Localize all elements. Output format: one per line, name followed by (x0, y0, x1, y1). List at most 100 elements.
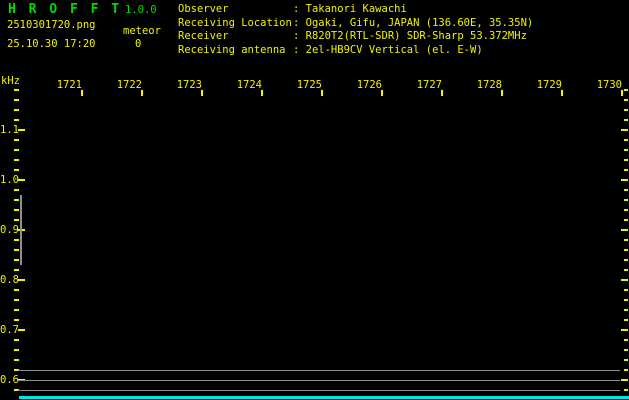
level-grid-line (18, 379, 620, 381)
freq-minor-tick-left (14, 169, 19, 171)
time-axis-tick (261, 90, 263, 96)
time-axis-tick (381, 90, 383, 96)
time-axis-tick (81, 90, 83, 96)
time-axis-label: 1722 (116, 79, 142, 91)
freq-minor-tick-left (14, 369, 19, 371)
freq-minor-tick-right (623, 289, 628, 291)
freq-axis-label: 1.1 (0, 124, 19, 136)
freq-minor-tick-left (14, 119, 19, 121)
freq-minor-tick-right (623, 199, 628, 201)
freq-minor-tick-right (623, 319, 628, 321)
freq-major-tick-right (621, 129, 628, 131)
freq-minor-tick-right (623, 309, 628, 311)
freq-minor-tick-left (14, 219, 19, 221)
freq-minor-tick-left (14, 389, 19, 391)
time-axis-label: 1730 (596, 79, 622, 91)
level-trace-line (19, 396, 629, 399)
freq-minor-tick-left (14, 309, 19, 311)
freq-minor-tick-left (14, 339, 19, 341)
freq-minor-tick-right (623, 259, 628, 261)
freq-minor-tick-right (623, 109, 628, 111)
freq-minor-tick-left (14, 199, 19, 201)
freq-major-tick-left (18, 329, 25, 331)
receiver-info-table: Observer : Takanori Kawachi Receiving Loca… (178, 3, 533, 57)
time-axis-label: 1723 (176, 79, 202, 91)
time-axis-tick (141, 90, 143, 96)
freq-major-tick-right (621, 279, 628, 281)
freq-major-tick-right (621, 179, 628, 181)
echo-count-value: 0 (135, 38, 142, 50)
time-axis-tick (561, 90, 563, 96)
freq-minor-tick-right (623, 359, 628, 361)
freq-minor-tick-left (14, 239, 19, 241)
time-axis-tick (441, 90, 443, 96)
freq-minor-tick-right (623, 219, 628, 221)
freq-minor-tick-right (623, 169, 628, 171)
freq-major-tick-right (621, 329, 628, 331)
app-version: 1.0.0 (125, 4, 157, 16)
freq-minor-tick-right (623, 249, 628, 251)
freq-axis-label: 0.7 (0, 324, 19, 336)
freq-minor-tick-right (623, 209, 628, 211)
time-axis-label: 1726 (356, 79, 382, 91)
info-row-value: : Ogaki, Gifu, JAPAN (136.60E, 35.35N) (293, 16, 534, 29)
freq-minor-tick-right (623, 369, 628, 371)
freq-major-tick-left (18, 129, 25, 131)
info-row: Receiver: R820T2(RTL-SDR) SDR-Sharp 53.3… (178, 30, 533, 44)
freq-minor-tick-right (623, 139, 628, 141)
info-row-value: : Takanori Kawachi (293, 3, 407, 15)
info-row-value: : R820T2(RTL-SDR) SDR-Sharp 53.372MHz (293, 30, 527, 42)
freq-minor-tick-left (14, 259, 19, 261)
time-axis-label: 1729 (536, 79, 562, 91)
freq-axis-unit-label: kHz (1, 75, 20, 87)
time-axis-tick (501, 90, 503, 96)
freq-axis-label: 0.9 (0, 224, 19, 236)
freq-minor-tick-left (14, 289, 19, 291)
app-title: H R O F F T (8, 2, 122, 17)
echo-search-range-bar (20, 195, 22, 265)
freq-minor-tick-left (14, 269, 19, 271)
spectrogram-area (20, 85, 622, 395)
level-grid-line (18, 369, 620, 371)
freq-major-tick-left (18, 179, 25, 181)
freq-axis-label: 1.0 (0, 174, 19, 186)
freq-axis-label: 0.8 (0, 274, 19, 286)
info-row: Receiving antenna : 2el-HB9CV Vertical (e… (178, 44, 533, 58)
time-axis-label: 1725 (296, 79, 322, 91)
freq-minor-tick-left (14, 109, 19, 111)
time-axis-label: 1727 (416, 79, 442, 91)
freq-minor-tick-right (623, 119, 628, 121)
freq-minor-tick-right (623, 239, 628, 241)
output-filename: 2510301720.png (7, 19, 96, 31)
freq-minor-tick-left (14, 149, 19, 151)
observation-mode-label: meteor (123, 25, 161, 37)
time-axis-tick (621, 90, 623, 96)
freq-minor-tick-left (14, 249, 19, 251)
freq-minor-tick-right (623, 99, 628, 101)
freq-minor-tick-left (14, 159, 19, 161)
time-axis-label: 1724 (236, 79, 262, 91)
time-axis-tick (321, 90, 323, 96)
freq-minor-tick-left (14, 349, 19, 351)
info-row-label: Observer (178, 3, 229, 15)
freq-minor-tick-left (14, 299, 19, 301)
freq-minor-tick-right (623, 189, 628, 191)
freq-minor-tick-right (623, 159, 628, 161)
freq-minor-tick-left (14, 89, 19, 91)
info-row: Receiving Location: Ogaki, Gifu, JAPAN (… (178, 17, 533, 31)
freq-minor-tick-left (14, 359, 19, 361)
info-row-label: Receiving antenna (178, 43, 286, 56)
freq-minor-tick-left (14, 139, 19, 141)
freq-minor-tick-left (14, 209, 19, 211)
time-axis-label: 1721 (56, 79, 82, 91)
freq-minor-tick-right (623, 269, 628, 271)
freq-minor-tick-right (623, 149, 628, 151)
freq-minor-tick-right (623, 89, 628, 91)
freq-minor-tick-left (14, 319, 19, 321)
freq-minor-tick-right (623, 389, 628, 391)
info-row-value: : 2el-HB9CV Vertical (el. E-W) (293, 43, 483, 56)
freq-minor-tick-right (623, 339, 628, 341)
freq-minor-tick-left (14, 189, 19, 191)
freq-major-tick-right (621, 229, 628, 231)
